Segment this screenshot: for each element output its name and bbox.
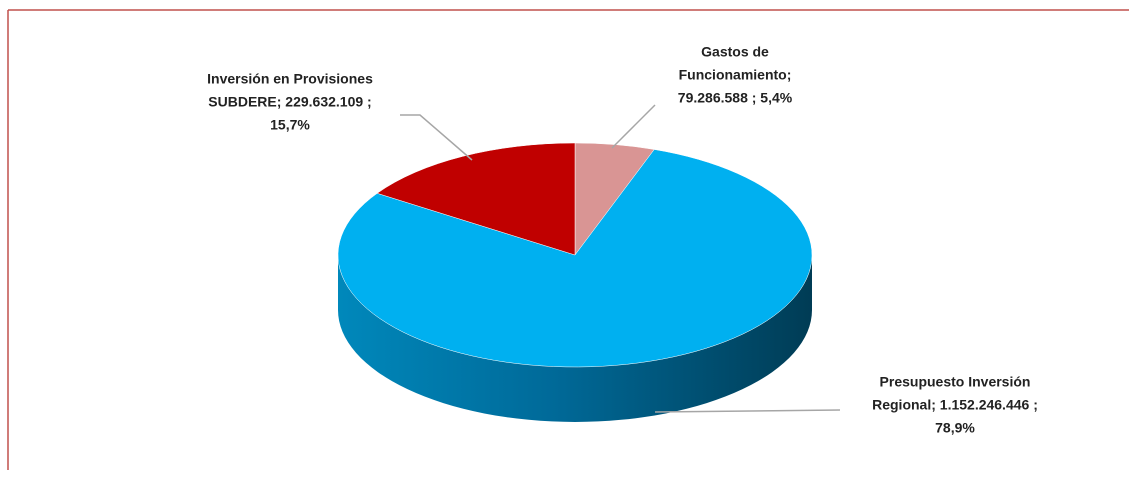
pie-side	[338, 255, 812, 422]
data-label: Presupuesto Inversión	[880, 374, 1031, 390]
pie-slice	[376, 142, 576, 256]
data-label: Gastos de	[701, 44, 769, 60]
pie-slice	[337, 149, 813, 368]
leader-line	[654, 409, 841, 413]
data-label: Inversión en Provisiones	[207, 71, 373, 87]
data-label: SUBDERE; 229.632.109 ;	[208, 94, 371, 110]
data-label: 15,7%	[270, 117, 310, 133]
data-label: 79.286.588 ; 5,4%	[678, 90, 793, 106]
data-label: Regional; 1.152.246.446 ;	[872, 397, 1038, 413]
data-label: 78,9%	[935, 420, 975, 436]
leader-line	[611, 104, 656, 149]
leader-line	[400, 114, 473, 161]
data-label: Funcionamiento;	[679, 67, 792, 83]
